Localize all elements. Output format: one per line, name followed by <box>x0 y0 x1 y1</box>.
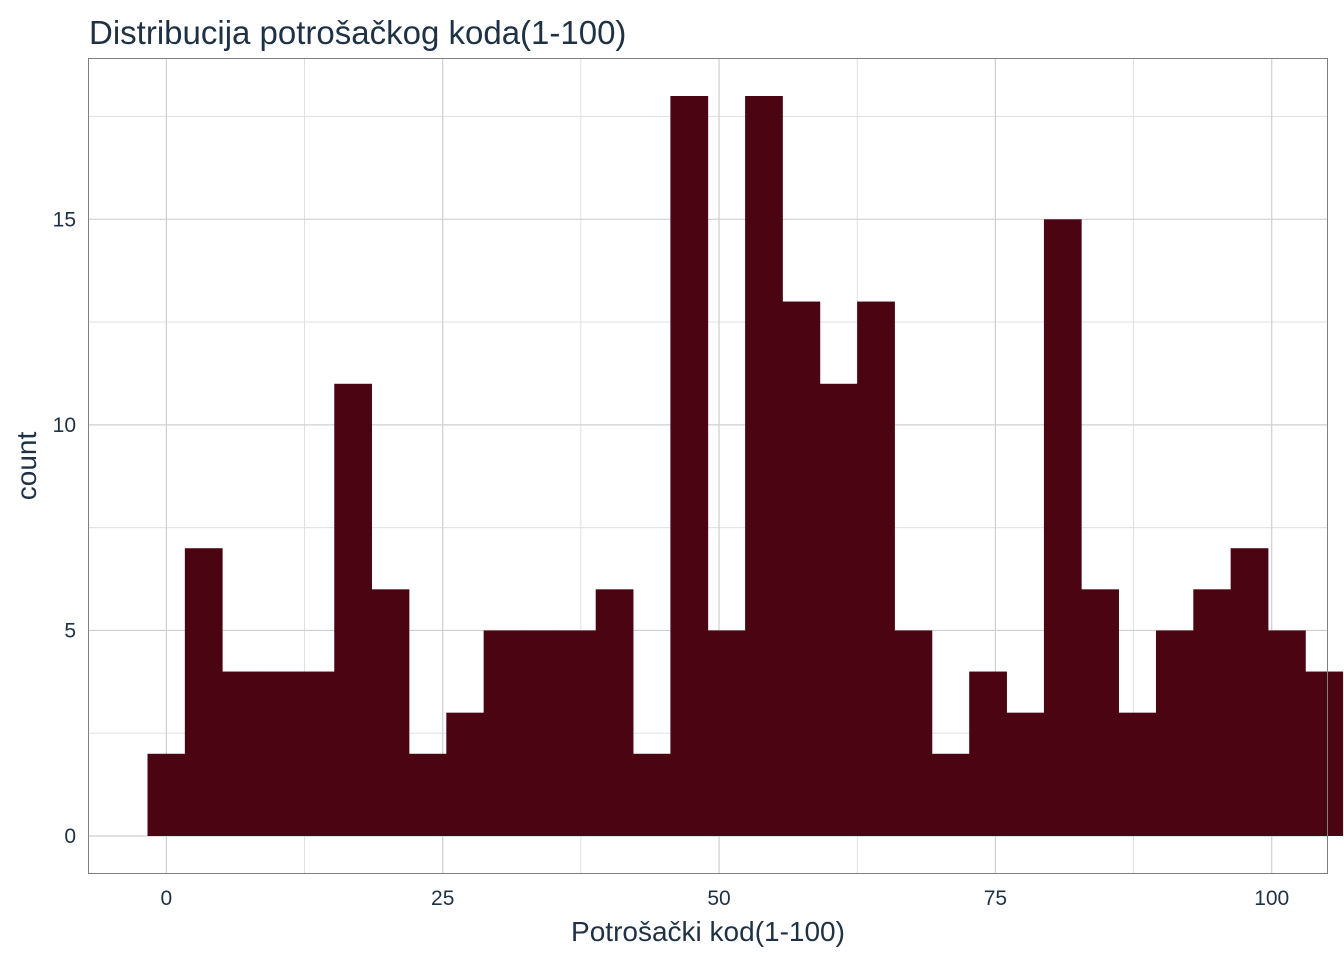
histogram-bar <box>296 671 335 836</box>
y-tick-label: 15 <box>53 208 76 231</box>
histogram-bar <box>782 301 821 836</box>
histogram-bar <box>595 589 634 836</box>
chart-title: Distribucija potrošačkog koda(1-100) <box>89 14 626 51</box>
histogram-bar <box>408 753 447 836</box>
histogram-bar <box>1230 548 1269 836</box>
histogram-bar <box>1006 712 1045 836</box>
x-axis-title: Potrošački kod(1-100) <box>571 916 845 947</box>
histogram-bar <box>819 383 858 836</box>
histogram-bar <box>745 96 783 836</box>
plot-panel <box>88 58 1344 874</box>
x-tick-label: 25 <box>431 887 454 910</box>
histogram-bar <box>184 548 223 836</box>
histogram-bar <box>1193 589 1232 836</box>
x-tick-label: 50 <box>707 887 730 910</box>
histogram-bar <box>707 630 746 836</box>
y-axis-ticks: 0 5 10 15 <box>53 208 76 848</box>
histogram-bar <box>1043 219 1082 837</box>
x-axis-ticks: 0 25 50 75 100 <box>161 887 1290 910</box>
histogram-bar <box>371 589 410 836</box>
histogram-bar <box>1305 671 1344 836</box>
histogram-bar <box>1155 630 1194 836</box>
y-tick-label: 5 <box>64 619 76 642</box>
histogram-bar <box>1268 630 1306 836</box>
histogram-bar <box>147 753 186 836</box>
histogram-bar <box>446 712 485 836</box>
histogram-bar <box>1081 589 1120 836</box>
x-tick-label: 100 <box>1254 887 1289 910</box>
histogram-bars <box>147 96 1344 837</box>
histogram-bar <box>969 671 1007 836</box>
y-tick-label: 0 <box>64 825 76 848</box>
histogram-bar <box>521 630 559 836</box>
histogram-bar <box>1118 712 1157 836</box>
histogram-bar <box>894 630 933 836</box>
x-tick-label: 75 <box>984 887 1007 910</box>
panel-border <box>88 58 1328 874</box>
y-axis-title: count <box>11 432 42 501</box>
histogram-bar <box>483 630 522 836</box>
histogram-bar <box>857 301 895 836</box>
histogram-bar <box>222 671 260 836</box>
histogram-bar <box>259 671 298 836</box>
histogram-bar <box>633 753 671 836</box>
y-tick-label: 10 <box>53 414 76 437</box>
histogram-bar <box>670 96 709 836</box>
histogram-bar <box>334 383 373 836</box>
histogram-bar <box>931 753 970 836</box>
x-tick-label: 0 <box>161 887 173 910</box>
histogram-bar <box>558 630 597 836</box>
